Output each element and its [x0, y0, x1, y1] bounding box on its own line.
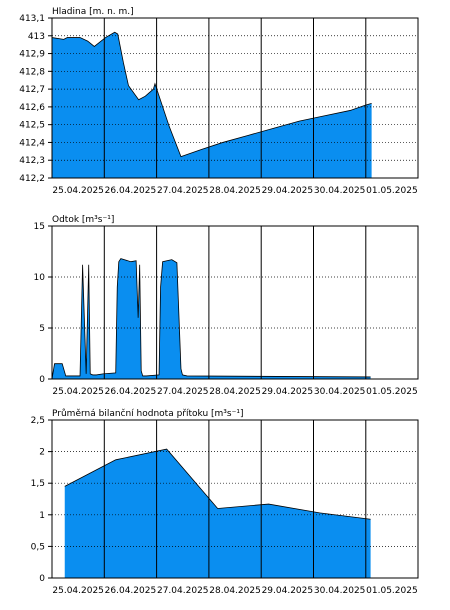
y-tick-label: 412,4: [19, 138, 45, 148]
y-tick-label: 0: [39, 574, 45, 584]
y-tick-label: 413,1: [19, 14, 45, 24]
x-tick-label: 28.04.2025: [209, 586, 261, 596]
y-tick-label: 413: [28, 32, 45, 42]
chart-title: Hladina [m. n. m.]: [52, 7, 134, 17]
y-tick-label: 0,5: [31, 542, 45, 552]
x-tick-label: 28.04.2025: [209, 387, 261, 397]
series-line: [51, 258, 371, 380]
y-tick-label: 1: [39, 511, 45, 521]
series-line: [64, 448, 371, 520]
y-tick-label: 2,5: [31, 416, 45, 426]
y-tick-label: 15: [34, 222, 45, 232]
chart-panel-1: Hladina [m. n. m.] 413,1 413 412,9 412,8 412,…: [19, 7, 419, 196]
x-tick-label: 27.04.2025: [157, 186, 209, 196]
y-tick-label: 412,6: [19, 103, 45, 113]
x-tick-label: 25.04.2025: [52, 186, 104, 196]
x-tick-label: 01.05.2025: [366, 387, 418, 397]
plot-frame: [51, 419, 419, 579]
series-line: [51, 31, 372, 158]
y-tick-label: 1,5: [31, 479, 45, 489]
y-tick-label: 412,8: [19, 67, 45, 77]
x-tick-label: 29.04.2025: [262, 387, 314, 397]
y-tick-label: 10: [34, 273, 46, 283]
x-tick-label: 25.04.2025: [52, 387, 104, 397]
series-area: [52, 258, 371, 379]
x-tick-label: 30.04.2025: [314, 186, 366, 196]
x-tick-label: 26.04.2025: [105, 586, 157, 596]
x-tick-label: 01.05.2025: [366, 586, 418, 596]
x-tick-label: 01.05.2025: [366, 186, 418, 196]
series-area: [52, 32, 372, 178]
x-tick-label: 29.04.2025: [262, 586, 314, 596]
x-tick-label: 25.04.2025: [52, 586, 104, 596]
y-tick-label: 412,9: [19, 50, 45, 60]
y-tick-label: 2: [39, 448, 45, 458]
chart-panel-3: Průměrná bilanční hodnota přítoku [m³s⁻¹…: [31, 408, 419, 596]
x-tick-label: 29.04.2025: [262, 186, 314, 196]
plot-frame: [51, 225, 419, 380]
y-tick-label: 412,3: [19, 156, 45, 166]
x-tick-label: 27.04.2025: [157, 387, 209, 397]
x-tick-label: 26.04.2025: [105, 387, 157, 397]
y-tick-label: 412,5: [19, 121, 45, 131]
x-tick-label: 30.04.2025: [314, 387, 366, 397]
series-area: [64, 449, 371, 578]
y-tick-label: 412,7: [19, 85, 45, 95]
y-tick-label: 412,2: [19, 174, 45, 184]
x-tick-label: 26.04.2025: [105, 186, 157, 196]
y-tick-label: 5: [39, 324, 45, 334]
x-tick-label: 27.04.2025: [157, 586, 209, 596]
plot-frame: [51, 17, 419, 179]
y-tick-label: 0: [39, 375, 45, 385]
x-tick-label: 28.04.2025: [209, 186, 261, 196]
chart-title: Odtok [m³s⁻¹]: [52, 215, 114, 225]
x-tick-label: 30.04.2025: [314, 586, 366, 596]
chart-title: Průměrná bilanční hodnota přítoku [m³s⁻¹…: [52, 408, 243, 419]
